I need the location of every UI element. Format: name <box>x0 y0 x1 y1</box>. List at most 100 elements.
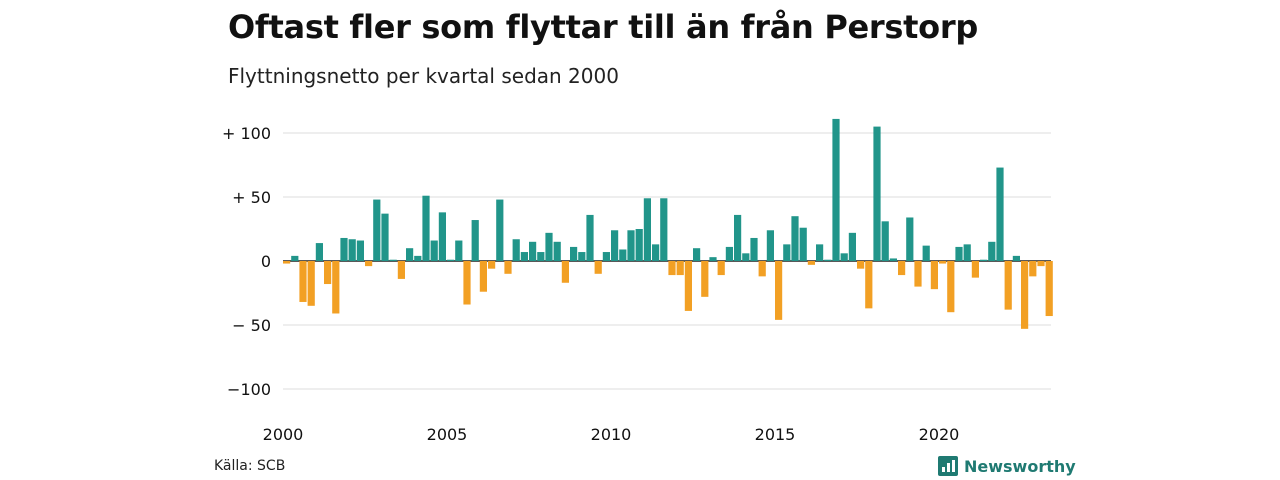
bar <box>922 245 930 261</box>
bar <box>881 221 889 261</box>
bar <box>939 261 947 264</box>
bar <box>479 261 487 292</box>
bar <box>1021 261 1029 329</box>
bar <box>340 237 348 261</box>
bar <box>406 248 414 261</box>
bar <box>865 261 873 309</box>
bar <box>1012 255 1020 261</box>
bar <box>955 246 963 261</box>
bar <box>611 230 619 261</box>
bar <box>914 261 922 287</box>
bar <box>1004 261 1012 310</box>
x-tick-label: 2000 <box>263 425 304 444</box>
bar <box>332 261 340 314</box>
bar <box>455 240 463 261</box>
bar <box>1037 261 1045 267</box>
bar <box>430 240 438 261</box>
bar <box>438 212 446 261</box>
bar <box>676 261 684 276</box>
bar <box>348 239 356 261</box>
bar <box>545 232 553 261</box>
bar <box>750 237 758 261</box>
y-tick-label: − 50 <box>232 316 271 335</box>
bar <box>537 252 545 261</box>
bar <box>586 214 594 261</box>
bar <box>422 195 430 261</box>
x-tick-label: 2020 <box>919 425 960 444</box>
bar <box>283 261 291 264</box>
bar <box>873 126 881 261</box>
bar <box>520 252 528 261</box>
bar <box>783 244 791 261</box>
y-tick-label: 0 <box>261 252 271 271</box>
bar <box>643 198 651 261</box>
x-tick-label: 2015 <box>755 425 796 444</box>
bar <box>397 261 405 279</box>
bar <box>356 240 364 261</box>
bar-chart: + 100 + 50 0 − 50 −100 2000 2005 2010 2015 2020 <box>222 118 1053 444</box>
bar <box>889 258 897 261</box>
bar <box>389 259 397 261</box>
bar <box>717 261 725 276</box>
bar <box>488 261 496 269</box>
bar <box>414 255 422 261</box>
bar <box>758 261 766 277</box>
bar <box>701 261 709 297</box>
bar <box>807 261 815 265</box>
bar <box>553 241 561 261</box>
bar <box>504 261 512 274</box>
bar <box>988 241 996 261</box>
bar <box>471 220 479 261</box>
bar <box>824 259 832 261</box>
bar <box>734 214 742 261</box>
bar <box>971 261 979 278</box>
y-tick-label: + 50 <box>232 188 271 207</box>
source-note: Källa: SCB <box>214 458 286 474</box>
bar <box>832 118 840 261</box>
bar <box>627 230 635 261</box>
bar <box>906 217 914 261</box>
bar <box>291 255 299 261</box>
bar <box>684 261 692 311</box>
brand-logo: Newsworthy <box>938 456 1076 476</box>
bar <box>660 198 668 261</box>
bar <box>693 248 701 261</box>
bar <box>725 246 733 261</box>
bar <box>570 246 578 261</box>
bar <box>619 249 627 261</box>
bar <box>463 261 471 305</box>
chart-subtitle: Flyttningsnetto per kvartal sedan 2000 <box>228 64 619 88</box>
bar <box>1029 261 1037 277</box>
bar <box>447 259 455 261</box>
bar <box>1045 261 1053 317</box>
bar <box>381 213 389 261</box>
bar <box>766 230 774 261</box>
bar <box>307 261 315 306</box>
bar <box>709 257 717 261</box>
bar <box>930 261 938 290</box>
bar <box>816 244 824 261</box>
x-tick-label: 2010 <box>591 425 632 444</box>
bar <box>299 261 307 302</box>
bar <box>840 253 848 261</box>
bar <box>529 241 537 261</box>
y-tick-label: −100 <box>227 380 271 399</box>
x-tick-label: 2005 <box>427 425 468 444</box>
bar <box>980 259 988 261</box>
bar <box>324 261 332 285</box>
bar <box>635 229 643 261</box>
bars <box>283 118 1053 329</box>
bar <box>947 261 955 313</box>
bar <box>602 252 610 261</box>
bar <box>742 253 750 261</box>
bar <box>996 167 1004 261</box>
bar <box>898 261 906 276</box>
bar <box>848 232 856 261</box>
bar <box>561 261 569 283</box>
brand-name: Newsworthy <box>964 456 1076 476</box>
bar <box>857 261 865 269</box>
bar <box>963 244 971 261</box>
bar <box>799 227 807 261</box>
bar <box>791 216 799 261</box>
y-tick-label: + 100 <box>222 124 271 143</box>
